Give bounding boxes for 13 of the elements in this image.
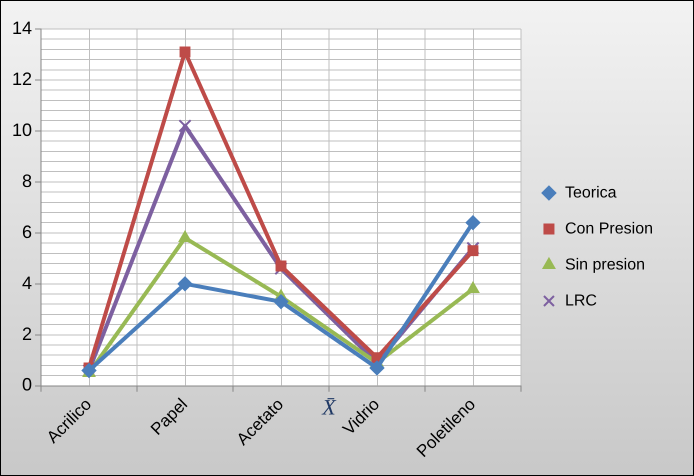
legend-label: Teorica	[564, 184, 617, 202]
y-tick-label: 12	[12, 68, 32, 89]
legend-label: Sin presion	[564, 256, 645, 274]
legend-label: Con Presion	[564, 220, 653, 238]
legend-label: LRC	[564, 292, 597, 310]
y-tick-label: 6	[22, 222, 32, 242]
y-tick-label: 0	[22, 374, 32, 395]
y-tick-label: 2	[22, 324, 32, 344]
y-tick-label: 14	[12, 18, 32, 38]
y-tick-label: 10	[12, 120, 32, 140]
y-tick-label: 8	[22, 170, 32, 191]
text: X̄	[321, 394, 338, 420]
y-tick-label: 4	[22, 272, 32, 293]
